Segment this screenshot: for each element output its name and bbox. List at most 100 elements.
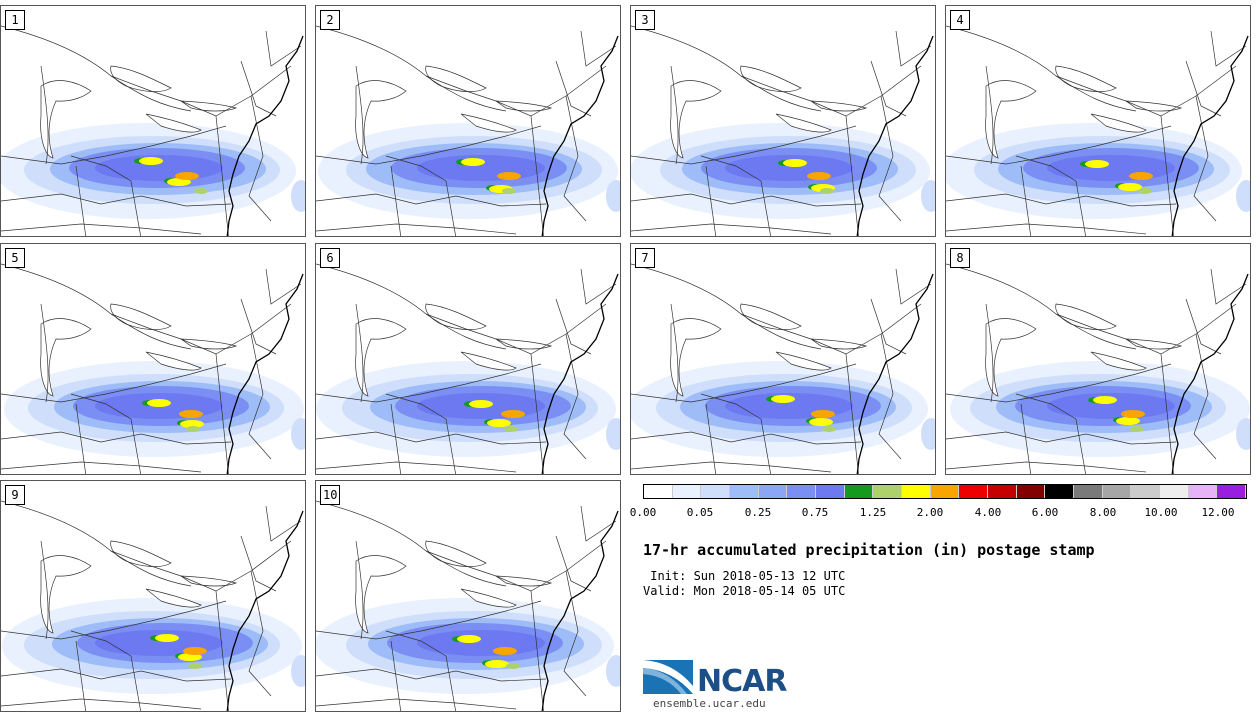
precip-core (180, 420, 204, 428)
lake-outline (355, 80, 407, 159)
colorbar-tick-label: 4.00 (974, 506, 1002, 519)
coastline (226, 510, 304, 711)
precip-core (139, 157, 163, 165)
state-boundary (1160, 353, 1174, 474)
state-boundary (1185, 298, 1222, 355)
state-boundary (316, 263, 507, 350)
colorbar-swatch (930, 485, 960, 498)
lake-outline (460, 588, 517, 608)
state-boundary (530, 353, 544, 474)
precip-core (501, 410, 525, 418)
precip-core (485, 660, 509, 668)
state-boundary (631, 223, 832, 235)
state-boundary (425, 540, 607, 592)
lake-outline (110, 303, 172, 330)
state-boundary (1, 698, 202, 710)
state-boundary (75, 165, 87, 236)
precip-area (1236, 180, 1250, 212)
state-boundary (1075, 180, 1087, 236)
state-boundary (110, 540, 292, 592)
colorbar-swatch (902, 485, 931, 498)
stamp-map-7: 7 (630, 243, 936, 475)
state-boundary (631, 461, 832, 473)
state-boundary (631, 363, 857, 403)
precip-area (291, 655, 305, 687)
state-boundary (946, 431, 1132, 445)
precip-core (809, 418, 833, 426)
colorbar-tick-label: 0.75 (801, 506, 829, 519)
state-boundary (355, 65, 364, 165)
lake-outline (355, 555, 407, 634)
lake-outline (809, 338, 868, 350)
lake-outline (670, 80, 722, 159)
state-boundary (985, 303, 994, 403)
colorbar-swatch (959, 485, 989, 498)
colorbar-swatch (988, 485, 1017, 498)
state-boundary (265, 505, 302, 542)
lake-outline (1124, 338, 1183, 350)
precip-core (175, 172, 199, 180)
state-boundary (760, 418, 772, 474)
state-boundary (1193, 333, 1217, 460)
state-boundary (946, 25, 1137, 112)
state-boundary (445, 180, 457, 236)
state-boundary (1, 500, 192, 587)
lake-outline (179, 338, 238, 350)
lake-outline (110, 540, 172, 567)
state-boundary (265, 30, 302, 67)
map-canvas (1, 25, 305, 236)
colorbar-swatch (1217, 485, 1247, 498)
map-canvas (946, 25, 1250, 236)
state-boundary (316, 600, 542, 640)
state-boundary (705, 165, 717, 236)
lake-outline (809, 100, 868, 112)
state-boundary (70, 393, 132, 420)
state-boundary (75, 640, 87, 711)
state-boundary (563, 333, 587, 460)
state-boundary (760, 180, 772, 236)
colorbar-tick-label: 2.00 (916, 506, 944, 519)
lake-outline (1090, 351, 1147, 371)
member-number: 5 (5, 248, 25, 268)
coastline (856, 273, 934, 474)
state-boundary (316, 431, 502, 445)
coastline (856, 35, 934, 236)
precip-area (417, 630, 545, 656)
state-boundary (878, 333, 902, 460)
precip-area (921, 418, 935, 450)
stamp-map-5: 5 (0, 243, 306, 475)
precip-core (1118, 183, 1142, 191)
state-boundary (1015, 155, 1077, 182)
state-boundary (215, 590, 229, 711)
state-boundary (316, 461, 517, 473)
precip-core (147, 399, 171, 407)
lake-outline (494, 338, 553, 350)
lake-outline (740, 303, 802, 330)
colorbar-swatch (758, 485, 788, 498)
lake-outline (460, 113, 517, 133)
state-boundary (631, 193, 817, 207)
state-boundary (390, 403, 402, 474)
state-boundary (1055, 65, 1237, 117)
colorbar-tick-label: 12.00 (1201, 506, 1235, 519)
state-boundary (631, 125, 857, 165)
map-canvas (631, 25, 935, 236)
lake-outline (1090, 113, 1147, 133)
colorbar-tick-label: 10.00 (1144, 506, 1178, 519)
state-boundary (355, 303, 364, 403)
precip-core (502, 188, 516, 194)
stamp-map-10: 10 (315, 480, 621, 712)
state-boundary (845, 353, 859, 474)
colorbar-tick-label: 0.00 (629, 506, 657, 519)
map-canvas (946, 263, 1250, 474)
state-boundary (265, 268, 302, 305)
lake-outline (740, 65, 802, 92)
state-boundary (445, 655, 457, 711)
state-boundary (1185, 60, 1222, 117)
state-boundary (130, 418, 142, 474)
precip-area (1047, 155, 1175, 181)
colorbar-tick-label: 1.25 (859, 506, 887, 519)
state-boundary (563, 95, 587, 222)
stamp-map-9: 9 (0, 480, 306, 712)
state-boundary (670, 303, 679, 403)
